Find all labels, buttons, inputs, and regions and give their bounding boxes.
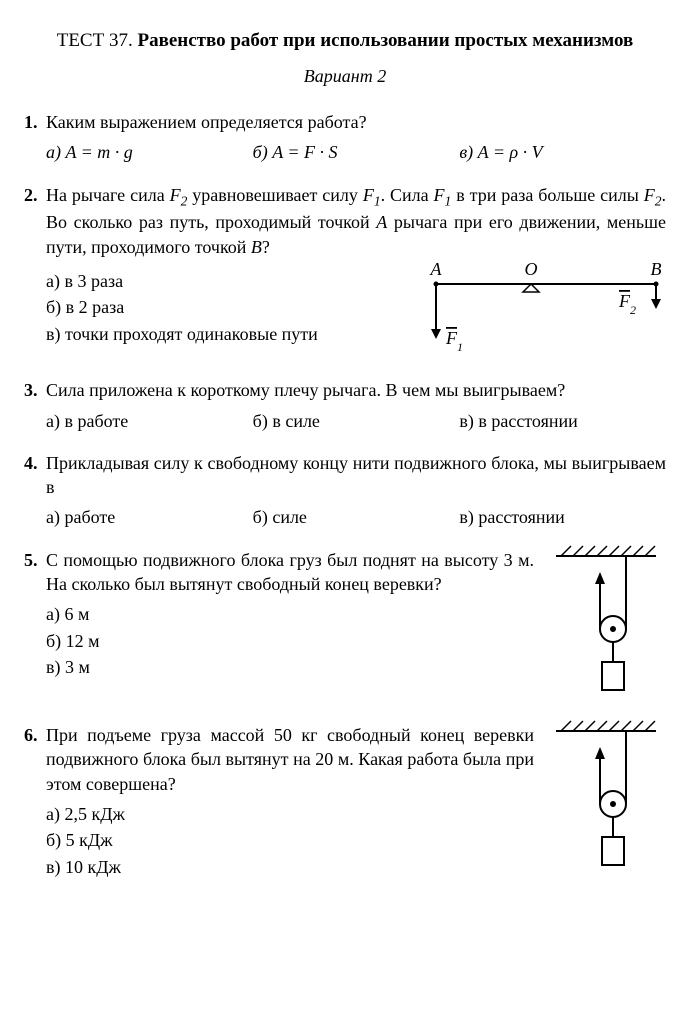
option-a: а) 2,5 кДж [46, 802, 534, 826]
option-b: б) в силе [253, 409, 460, 433]
question-number: 5. [24, 548, 46, 572]
test-label: ТЕСТ 37. [57, 30, 133, 51]
svg-text:F2: F2 [618, 291, 636, 317]
question-text: На рычаге сила F2 уравновешивает силу F1… [46, 183, 666, 259]
option-c: в) 3 м [46, 655, 534, 679]
option-b: б) A = F · S [253, 140, 460, 164]
question-number: 4. [24, 451, 46, 475]
header: ТЕСТ 37. Равенство работ при использован… [24, 28, 666, 54]
pulley-diagram [546, 544, 666, 705]
question-number: 6. [24, 723, 46, 747]
svg-text:A: A [430, 259, 443, 279]
question-text: Сила приложена к короткому плечу рычага.… [46, 378, 666, 402]
question-4: 4. Прикладывая силу к свободному концу н… [24, 451, 666, 530]
option-c: в) 10 кДж [46, 855, 534, 879]
question-number: 2. [24, 183, 46, 207]
question-text: Прикладывая силу к свободному концу нити… [46, 451, 666, 500]
question-text: С помощью подвижного блока груз был подн… [46, 548, 534, 597]
option-c: в) A = ρ · V [459, 140, 666, 164]
pulley-diagram [546, 719, 666, 881]
option-b: б) 12 м [46, 629, 534, 653]
option-b: б) в 2 раза [46, 295, 414, 319]
option-c: в) расстоянии [459, 505, 666, 529]
question-5: 5. С помощью подвижного блока груз был п… [24, 548, 666, 705]
question-2: 2. На рычаге сила F2 уравновешивает силу… [24, 183, 666, 361]
option-c: в) в расстоянии [459, 409, 666, 433]
svg-text:O: O [525, 259, 538, 279]
svg-text:B: B [651, 259, 662, 279]
option-a: а) A = m · g [46, 140, 253, 164]
option-c: в) точки проходят одинаковые пути [46, 322, 414, 346]
option-a: а) работе [46, 505, 253, 529]
option-a: а) в работе [46, 409, 253, 433]
variant-label: Вариант 2 [24, 64, 666, 88]
svg-text:F1: F1 [445, 328, 463, 354]
option-a: а) в 3 раза [46, 269, 414, 293]
lever-diagram: A O B F1 F2 [426, 259, 666, 360]
question-3: 3. Сила приложена к короткому плечу рыча… [24, 378, 666, 433]
option-a: а) 6 м [46, 602, 534, 626]
question-text: Каким выражением определяется работа? [46, 110, 666, 134]
question-number: 3. [24, 378, 46, 402]
test-title: Равенство работ при использовании просты… [137, 30, 633, 51]
option-b: б) силе [253, 505, 460, 529]
question-text: При подъеме груза массой 50 кг свободный… [46, 723, 534, 796]
question-1: 1. Каким выражением определяется работа?… [24, 110, 666, 165]
option-b: б) 5 кДж [46, 828, 534, 852]
question-number: 1. [24, 110, 46, 134]
question-6: 6. При подъеме груза массой 50 кг свобод… [24, 723, 666, 881]
